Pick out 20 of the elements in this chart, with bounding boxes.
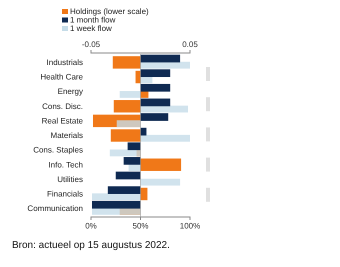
text: Bron: actueel op 15 augustus 2022.: [12, 240, 170, 251]
legend-label: 1 week flow: [70, 24, 112, 33]
y-tick-label: Financials: [46, 190, 83, 199]
y-tick-label: Real Estate: [42, 116, 84, 126]
y-tick-label: Communication: [27, 204, 83, 214]
legend-label: Holdings (lower scale): [70, 7, 150, 16]
legend-label: 1 month flow: [70, 16, 116, 24]
y-tick-label: Utilities: [57, 174, 83, 184]
x-tick-label: 50%: [132, 222, 149, 231]
y-tick-label: Info. Tech: [48, 160, 83, 170]
y-tick-label: Industrials: [46, 58, 83, 67]
x-tick-label: 100%: [180, 222, 200, 231]
y-tick-label: Cons. Disc.: [42, 102, 83, 111]
y-tick-label: Health Care: [40, 72, 84, 82]
y-tick-label: Cons. Staples: [33, 146, 83, 155]
y-tick-label: Materials: [50, 131, 83, 140]
y-tick-label: Energy: [58, 87, 83, 96]
x-tick-label: 0%: [85, 222, 97, 231]
x2-tick-label: -0.05: [82, 40, 101, 49]
x2-tick-label: 0.05: [182, 40, 198, 49]
